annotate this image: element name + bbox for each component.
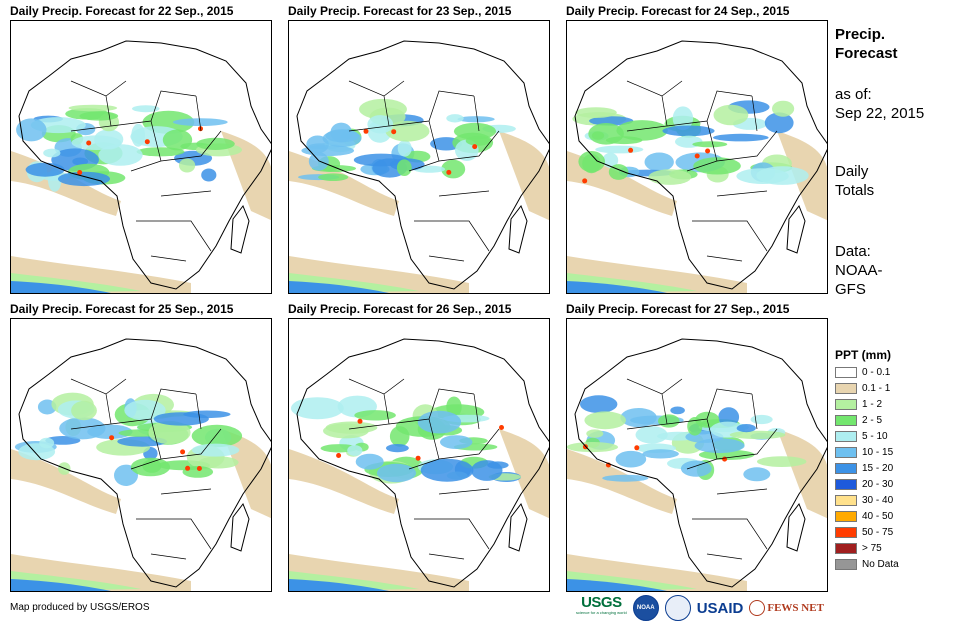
data-line-1: NOAA- <box>835 262 883 279</box>
fews-net-wordmark: FEWS NET <box>767 602 824 614</box>
precip-map <box>10 20 272 294</box>
legend-item: 30 - 40 <box>835 492 955 508</box>
legend-swatch <box>835 398 857 410</box>
map-credit: Map produced by USGS/EROS <box>10 602 150 613</box>
legend-title: PPT (mm) <box>835 348 892 362</box>
legend-item: 5 - 10 <box>835 428 955 444</box>
legend-item: 0.1 - 1 <box>835 380 955 396</box>
legend-label: 50 - 75 <box>862 526 894 538</box>
legend-item: 0 - 0.1 <box>835 364 955 380</box>
usaid-logo: USAID <box>696 599 744 617</box>
legend-swatch <box>835 462 857 474</box>
legend-label: 40 - 50 <box>862 510 894 522</box>
usgs-tagline: science for a changing world <box>576 610 627 615</box>
data-label: Data: <box>835 243 871 260</box>
legend-swatch <box>835 366 857 378</box>
sidebar-heading: Precip. Forecast <box>835 25 898 63</box>
panel-title: Daily Precip. Forecast for 24 Sep., 2015 <box>566 4 790 18</box>
legend-item: 40 - 50 <box>835 508 955 524</box>
logo-strip: USGS science for a changing world NOAA U… <box>576 594 824 622</box>
globe-icon <box>749 600 766 616</box>
panel-title: Daily Precip. Forecast for 25 Sep., 2015 <box>10 302 234 316</box>
legend-label: 5 - 10 <box>862 430 888 442</box>
fews-net-logo: FEWS NET <box>749 600 824 616</box>
panel-title: Daily Precip. Forecast for 23 Sep., 2015 <box>288 4 512 18</box>
legend-label: 0 - 0.1 <box>862 366 891 378</box>
usgs-wordmark: USGS <box>581 594 622 611</box>
precip-map <box>10 318 272 592</box>
legend-item: 20 - 30 <box>835 476 955 492</box>
panel-title: Daily Precip. Forecast for 22 Sep., 2015 <box>10 4 234 18</box>
noaa-logo: NOAA <box>632 595 659 621</box>
legend-swatch <box>835 446 857 458</box>
heading-line-1: Precip. <box>835 26 886 43</box>
legend-item: 10 - 15 <box>835 444 955 460</box>
legend-swatch <box>835 478 857 490</box>
legend-label: 0.1 - 1 <box>862 382 891 394</box>
legend-label: No Data <box>862 558 899 570</box>
asof-label: as of: <box>835 86 872 103</box>
legend-item: 1 - 2 <box>835 396 955 412</box>
asof-block: as of: Sep 22, 2015 <box>835 85 924 123</box>
panel-title: Daily Precip. Forecast for 27 Sep., 2015 <box>566 302 790 316</box>
legend-item: 2 - 5 <box>835 412 955 428</box>
legend-label: > 75 <box>862 542 882 554</box>
usgs-logo: USGS science for a changing world <box>576 594 627 618</box>
totals-line-1: Daily <box>835 163 869 180</box>
precip-map <box>566 20 828 294</box>
data-line-2: GFS <box>835 281 866 298</box>
ppt-legend: PPT (mm) 0 - 0.1 0.1 - 1 1 - 2 2 - 5 5 -… <box>835 348 955 572</box>
legend-item: 15 - 20 <box>835 460 955 476</box>
legend-item: 50 - 75 <box>835 524 955 540</box>
legend-swatch <box>835 526 857 538</box>
precip-map <box>566 318 828 592</box>
legend-label: 1 - 2 <box>862 398 883 410</box>
legend-swatch <box>835 558 857 570</box>
seal-icon <box>664 595 691 621</box>
legend-label: 2 - 5 <box>862 414 883 426</box>
precip-map <box>288 20 550 294</box>
legend-item: > 75 <box>835 540 955 556</box>
panel-title: Daily Precip. Forecast for 26 Sep., 2015 <box>288 302 512 316</box>
legend-label: 20 - 30 <box>862 478 894 490</box>
legend-swatch <box>835 414 857 426</box>
asof-date: Sep 22, 2015 <box>835 105 925 122</box>
precip-map <box>288 318 550 592</box>
legend-swatch <box>835 542 857 554</box>
data-source-block: Data: NOAA- GFS <box>835 242 883 299</box>
heading-line-2: Forecast <box>835 45 898 62</box>
totals-line-2: Totals <box>835 182 875 199</box>
legend-swatch <box>835 510 857 522</box>
legend-item: No Data <box>835 556 955 572</box>
legend-swatch <box>835 494 857 506</box>
legend-label: 10 - 15 <box>862 446 894 458</box>
legend-label: 15 - 20 <box>862 462 894 474</box>
legend-label: 30 - 40 <box>862 494 894 506</box>
totals-block: Daily Totals <box>835 162 874 200</box>
legend-swatch <box>835 382 857 394</box>
legend-swatch <box>835 430 857 442</box>
